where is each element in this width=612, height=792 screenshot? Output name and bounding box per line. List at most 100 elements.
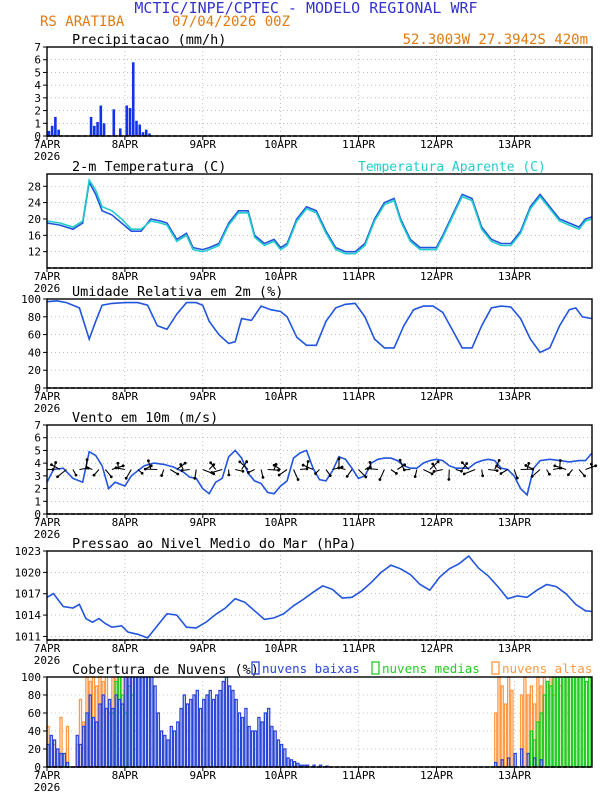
ytick-label: 1011	[15, 630, 42, 643]
cloud-bar-2-3	[56, 748, 60, 768]
wind-vector	[585, 465, 596, 471]
cloud-bar-2-74	[286, 757, 290, 768]
ytick-label: 80	[28, 311, 41, 324]
panel-pres: 1011 1014 1017 1020 1023 7APR 8APR 9APR 10APR 11A…	[15, 536, 593, 667]
cloud-bar-1-12	[539, 712, 543, 768]
cloud-legend-swatch	[251, 661, 260, 675]
cloud-bar-2-27	[133, 676, 138, 768]
wind-vector-head	[499, 472, 503, 475]
wind-vector-head	[183, 461, 187, 465]
cloud-bar-2-24	[124, 676, 128, 768]
xtick-label: 11APR	[342, 769, 375, 782]
wind-vector-head	[146, 459, 150, 463]
cloud-bar-2-13	[88, 694, 92, 768]
ytick-label: 80	[28, 689, 41, 702]
panel-title: 2-m Temperatura (C)	[72, 159, 226, 175]
header-title: MCTIC/INPE/CPTEC - MODELO REGIONAL WRF	[134, 0, 477, 17]
wind-vector	[578, 469, 585, 477]
precip-bar-0-2	[54, 116, 57, 136]
ytick-label: 1	[34, 117, 41, 130]
wind-vector-head	[403, 463, 407, 467]
wind-vector	[531, 469, 541, 477]
ytick-label: 3	[34, 92, 41, 105]
cloud-bar-2-45	[192, 694, 196, 768]
wind-vector-head	[460, 461, 464, 465]
ytick-label: 5	[34, 66, 41, 79]
wind-vector	[169, 469, 179, 475]
panel-title: Precipitacao (mm/h)	[72, 32, 226, 48]
wind-vector-head	[306, 460, 310, 463]
cloud-bar-2-62	[247, 725, 251, 768]
wind-vector-head	[368, 461, 372, 464]
precip-bar-0-5	[93, 125, 96, 136]
wind-vector	[358, 469, 367, 478]
wind-vector-head	[241, 469, 245, 473]
wind-vector	[267, 468, 279, 471]
precip-bar-0-8	[102, 123, 106, 136]
cloud-bar-2-76	[292, 760, 297, 768]
cloud-bar-2-51	[211, 698, 216, 768]
wind-vector-head	[337, 457, 341, 461]
ytick-label: 40	[28, 346, 41, 359]
pres-series-0	[46, 554, 593, 639]
cloud-bar-2-54	[221, 680, 225, 768]
cloud-bar-1-23	[575, 676, 579, 768]
cloud-bar-2-26	[130, 676, 135, 768]
cloud-bar-2-39	[172, 730, 177, 768]
cloud-bar-2-15	[95, 721, 99, 768]
ytick-label: 5	[34, 444, 41, 457]
ytick-label: 16	[28, 229, 41, 242]
cloud-bar-2-73	[283, 748, 287, 768]
cloud-bar-2-75	[289, 759, 294, 768]
cloud-bar-2-46	[195, 689, 199, 768]
xtick-year: 2026	[34, 654, 61, 667]
xtick-label: 11APR	[342, 138, 375, 151]
cloud-bar-2-85	[500, 759, 504, 768]
cloud-bar-2-28	[137, 676, 141, 768]
xtick-year: 2026	[34, 282, 61, 295]
xtick-label: 8APR	[112, 642, 139, 655]
wind-vector	[293, 469, 299, 480]
cloud-legend-label: nuvens baixas	[262, 661, 360, 676]
cloud-bar-1-11	[536, 721, 540, 768]
wind-vector-head	[301, 463, 305, 467]
wind-vector-head	[583, 474, 586, 478]
wind-vector-head	[524, 464, 528, 467]
cloud-bar-2-4	[59, 752, 63, 768]
wind-vector	[125, 469, 132, 479]
wind-vector	[464, 468, 476, 475]
wind-vector-head	[210, 471, 214, 474]
xtick-label: 12APR	[420, 769, 453, 782]
panel-title: Vento em 10m (m/s)	[72, 410, 218, 426]
wind-vector-head	[413, 475, 417, 478]
wind-vector-head	[465, 462, 469, 465]
wind-vector-head	[140, 471, 144, 475]
wind-vector-head	[124, 476, 128, 480]
cloud-bar-2-65	[257, 716, 261, 768]
cloud-bar-2-12	[85, 712, 89, 768]
wind-vector	[399, 459, 405, 470]
ytick-label: 20	[28, 213, 41, 226]
cloud-bar-2-48	[202, 698, 206, 768]
wind-vector-head	[121, 464, 125, 468]
wind-vector-head	[430, 472, 434, 476]
xtick-label: 10APR	[264, 138, 297, 151]
wind-vector-head	[56, 475, 59, 479]
cloud-bar-2-30	[143, 676, 148, 768]
cloud-bar-2-67	[263, 712, 268, 768]
wind-vector-head	[277, 473, 281, 477]
cloud-bar-2-36	[163, 734, 167, 768]
ytick-label: 60	[28, 707, 41, 720]
wind-vector-head	[337, 466, 341, 470]
ytick-label: 24	[28, 197, 42, 210]
cloud-bar-2-1	[49, 734, 53, 768]
cloud-bar-2-71	[276, 739, 281, 768]
cloud-bar-2-14	[91, 716, 96, 768]
wind-vector	[554, 465, 567, 471]
wind-vector-head	[85, 466, 89, 469]
ytick-label: 0	[34, 130, 41, 143]
cloud-bar-2-57	[231, 689, 235, 768]
cloud-bar-2-69	[270, 725, 274, 768]
wind-vector-head	[193, 477, 197, 480]
